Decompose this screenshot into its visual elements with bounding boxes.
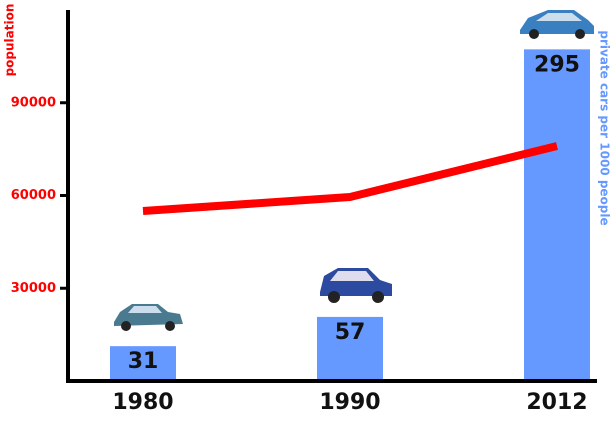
car-icon <box>114 304 183 331</box>
y-tick-label: 60000 <box>11 188 56 203</box>
x-tick-label: 1980 <box>112 390 173 415</box>
x-tick-label: 2012 <box>526 390 587 415</box>
bar <box>110 346 176 381</box>
y2-axis-label: private cars per 1000 people <box>598 30 612 225</box>
y-axis-label: population <box>3 4 17 77</box>
value-label: 31 <box>128 349 159 374</box>
y-tick-label: 30000 <box>11 281 56 296</box>
car-icon <box>520 10 594 39</box>
bar <box>317 316 383 381</box>
car-icon <box>320 268 392 303</box>
y-tick-label: 90000 <box>11 95 56 110</box>
value-label: 295 <box>534 52 580 77</box>
line <box>142 142 558 215</box>
value-label: 57 <box>335 320 366 345</box>
bar <box>524 49 590 382</box>
x-tick-label: 1990 <box>319 390 380 415</box>
